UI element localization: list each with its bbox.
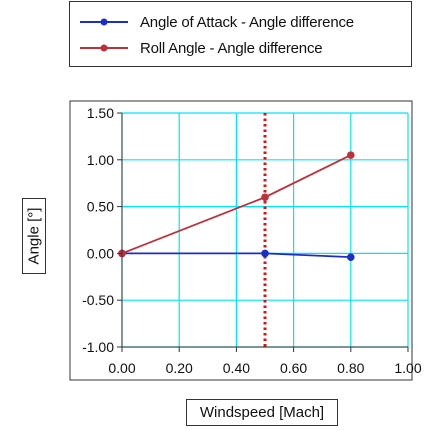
y-tick-label: 0.00 <box>87 245 114 261</box>
x-tick-label: 0.00 <box>108 360 135 376</box>
data-point-1-1 <box>261 193 269 202</box>
legend-item-angle-of-attack: Angle of Attack - Angle difference <box>78 10 354 34</box>
y-tick-label: 1.50 <box>87 105 114 121</box>
legend-item-roll-angle: Roll Angle - Angle difference <box>78 36 323 60</box>
x-tick-label: 0.80 <box>337 360 364 376</box>
data-point-0-2 <box>347 253 355 261</box>
y-tick-label: -1.00 <box>82 339 114 355</box>
x-tick-label: 0.20 <box>166 360 193 376</box>
y-axis-label: Angle [°] <box>22 198 46 274</box>
x-axis-label-text: Windspeed [Mach] <box>199 404 325 421</box>
y-tick-label: 0.50 <box>87 199 114 215</box>
series-group <box>118 151 355 261</box>
plot-frame <box>69 100 413 381</box>
tick-labels: 0.00 0.20 0.40 0.60 0.80 1.00 1.50 1.00 0.50 0.00… <box>82 105 422 376</box>
legend: Angle of Attack - Angle difference Roll … <box>69 1 412 67</box>
x-tick-label: 1.00 <box>394 360 421 376</box>
legend-label-angle-of-attack: Angle of Attack - Angle difference <box>140 13 354 31</box>
legend-swatch-roll-angle <box>80 44 128 52</box>
data-point-0-1 <box>261 249 269 258</box>
x-tick-label: 0.60 <box>280 360 307 376</box>
y-tick-label: 1.00 <box>87 152 114 168</box>
x-axis-label: Windspeed [Mach] <box>186 399 338 426</box>
y-axis-label-text: Angle [°] <box>25 207 43 265</box>
legend-label-roll-angle: Roll Angle - Angle difference <box>140 39 323 57</box>
legend-swatch-angle-of-attack <box>80 18 128 26</box>
y-tick-label: -0.50 <box>82 292 114 308</box>
data-point-1-2 <box>347 151 355 159</box>
x-tick-label: 0.40 <box>223 360 250 376</box>
